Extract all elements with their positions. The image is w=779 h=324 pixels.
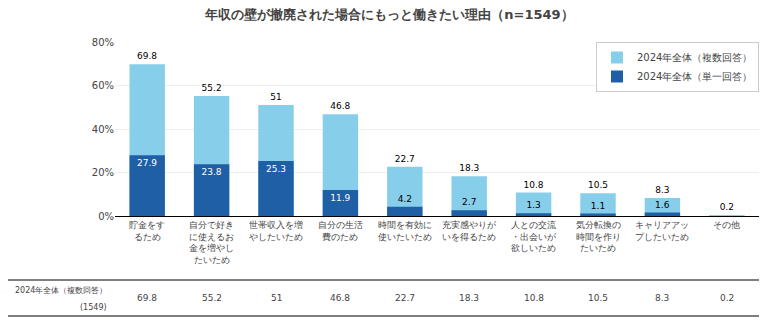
svg-text:8.3: 8.3 <box>655 185 669 195</box>
svg-text:10.8: 10.8 <box>523 180 543 190</box>
svg-text:23.8: 23.8 <box>201 167 221 177</box>
svg-text:80%: 80% <box>92 37 114 48</box>
svg-text:2024年全体（単一回答）: 2024年全体（単一回答） <box>637 71 752 82</box>
svg-text:22.7: 22.7 <box>395 154 415 164</box>
svg-text:0.2: 0.2 <box>720 293 734 303</box>
svg-text:55.2: 55.2 <box>202 293 222 303</box>
svg-text:11.9: 11.9 <box>330 193 350 203</box>
svg-text:2024年全体（複数回答）: 2024年全体（複数回答） <box>15 286 107 295</box>
svg-text:10.5: 10.5 <box>588 180 608 190</box>
svg-text:1.1: 1.1 <box>591 201 605 211</box>
svg-text:60%: 60% <box>92 80 114 91</box>
svg-text:自分の生活費のため: 自分の生活費のため <box>318 220 363 242</box>
svg-text:18.3: 18.3 <box>459 163 479 173</box>
svg-text:51: 51 <box>270 92 281 102</box>
svg-text:1.6: 1.6 <box>655 200 670 210</box>
svg-text:25.3: 25.3 <box>266 164 286 174</box>
svg-text:2024年全体（複数回答）: 2024年全体（複数回答） <box>637 52 752 63</box>
svg-text:人との交流・出会いが欲しいため: 人との交流・出会いが欲しいため <box>511 220 557 253</box>
svg-text:世帯収入を増やしたいため: 世帯収入を増やしたいため <box>249 220 303 242</box>
svg-text:その他: その他 <box>713 220 740 230</box>
svg-text:22.7: 22.7 <box>395 293 415 303</box>
svg-text:4.2: 4.2 <box>398 194 412 204</box>
svg-text:46.8: 46.8 <box>330 101 350 111</box>
svg-text:キャリアアップしたいため: キャリアアップしたいため <box>635 220 689 242</box>
svg-text:0.2: 0.2 <box>720 202 734 212</box>
svg-text:40%: 40% <box>92 124 114 135</box>
svg-text:10.8: 10.8 <box>524 293 544 303</box>
svg-text:2.7: 2.7 <box>462 197 476 207</box>
svg-text:69.8: 69.8 <box>137 51 157 61</box>
svg-text:1.3: 1.3 <box>526 200 540 210</box>
svg-text:18.3: 18.3 <box>459 293 479 303</box>
svg-text:55.2: 55.2 <box>202 83 222 93</box>
svg-text:69.8: 69.8 <box>137 293 157 303</box>
svg-text:10.5: 10.5 <box>588 293 608 303</box>
svg-text:51: 51 <box>271 293 282 303</box>
svg-text:46.8: 46.8 <box>330 293 350 303</box>
svg-text:時間を有効に使いたいため: 時間を有効に使いたいため <box>378 220 432 242</box>
svg-text:充実感やりがいを得るため: 充実感やりがいを得るため <box>442 220 497 242</box>
svg-text:年収の壁が撤廃された場合にもっと働きたい理由（n=1549）: 年収の壁が撤廃された場合にもっと働きたい理由（n=1549） <box>204 7 573 22</box>
svg-text:貯金をするため: 貯金をするため <box>129 220 165 242</box>
svg-text:(1549): (1549) <box>80 303 107 312</box>
svg-text:自分で好きに使えるお金を増やしたいため: 自分で好きに使えるお金を増やしたいため <box>189 220 234 265</box>
svg-text:27.9: 27.9 <box>137 158 157 168</box>
svg-text:20%: 20% <box>92 167 114 178</box>
svg-text:気分転換の時間を作りたいため: 気分転換の時間を作りたいため <box>576 220 621 253</box>
svg-text:0%: 0% <box>98 211 114 222</box>
svg-text:8.3: 8.3 <box>655 293 669 303</box>
